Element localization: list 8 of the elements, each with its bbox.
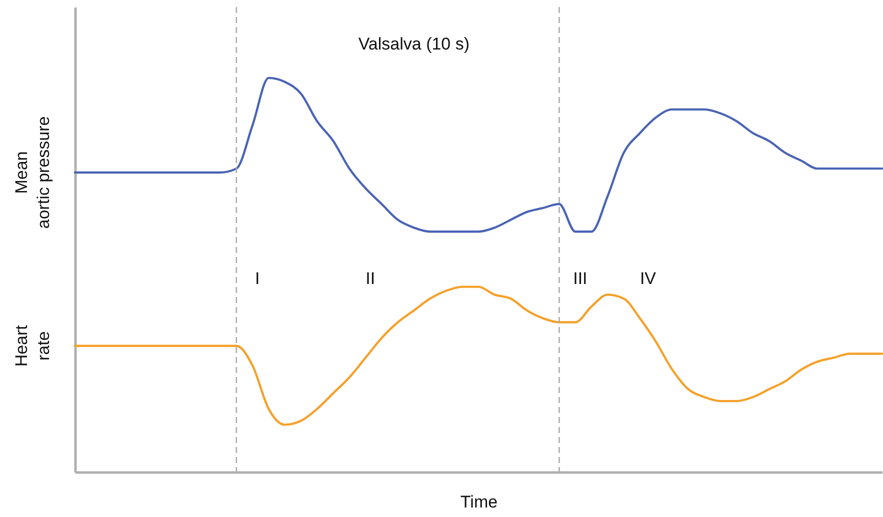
x-axis-title: Time xyxy=(460,492,498,512)
annotation: II xyxy=(366,268,376,288)
annotation: I xyxy=(255,268,260,288)
text: Heart rate xyxy=(12,324,53,367)
text: Mean aortic pressure xyxy=(12,116,53,229)
annotation: IV xyxy=(640,268,657,288)
text: Valsalva (10 s) xyxy=(358,34,470,54)
annotation: III xyxy=(573,268,588,288)
